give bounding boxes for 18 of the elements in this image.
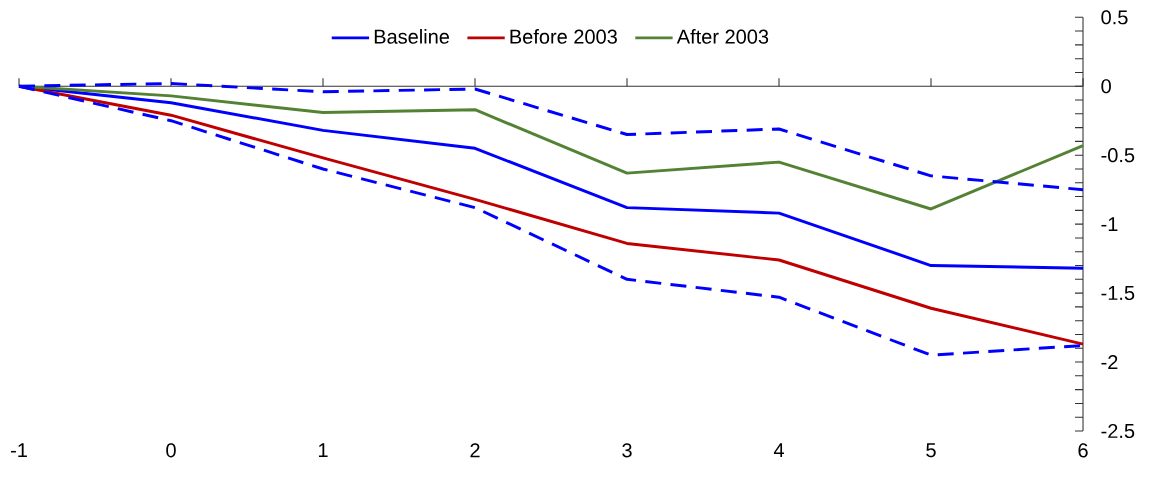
legend-label: Baseline	[374, 29, 450, 44]
x-tick-label: 6	[1078, 443, 1088, 458]
y-tick-label: 0.5	[1101, 10, 1128, 25]
y-tick-label: -1.5	[1101, 286, 1135, 301]
x-tick-label: 1	[318, 443, 328, 458]
legend-label: Before 2003	[510, 29, 617, 44]
x-tick-label: 4	[773, 443, 784, 458]
x-tick-label: -1	[11, 443, 27, 458]
y-tick-label: -2.5	[1101, 423, 1135, 439]
y-tick-label: -0.5	[1101, 148, 1135, 163]
x-tick-label: 2	[470, 443, 480, 458]
legend-label: After 2003	[676, 29, 769, 44]
x-tick-label: 3	[622, 443, 632, 458]
y-tick-label: -2	[1101, 355, 1118, 370]
x-tick-label: 5	[926, 443, 936, 458]
y-tick-label: 0	[1101, 79, 1111, 94]
x-tick-label: 0	[166, 443, 176, 458]
y-tick-label: -1	[1101, 217, 1118, 232]
